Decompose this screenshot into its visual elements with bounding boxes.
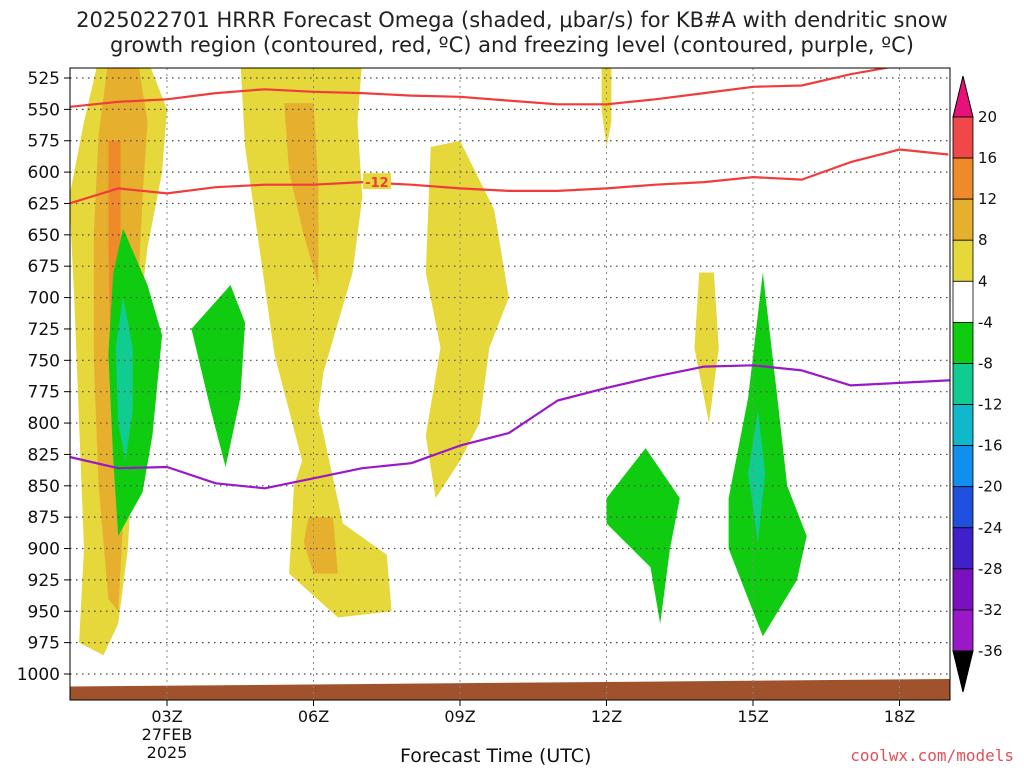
colorbar-segment	[952, 609, 974, 652]
credit-link[interactable]: coolwx.com/models	[850, 746, 1014, 765]
colorbar-segment	[952, 116, 974, 159]
colorbar-label: -24	[978, 519, 1003, 537]
x-tick-label-12Z: 12Z	[591, 707, 622, 726]
y-tick-label-575: 575	[28, 132, 60, 152]
y-tick-label-675: 675	[28, 257, 60, 277]
x-tick-sublabel: 27FEB	[142, 725, 193, 744]
y-tick-label-750: 750	[28, 351, 60, 371]
colorbar-bottom-arrow	[952, 650, 974, 693]
colorbar-label: 8	[978, 231, 988, 249]
colorbar-label: -32	[978, 601, 1003, 619]
colorbar-segment	[952, 321, 974, 364]
colorbar-label: -12	[978, 396, 1003, 414]
plot-frame	[69, 67, 951, 701]
colorbar-label: -8	[978, 354, 993, 372]
y-tick-label-650: 650	[28, 226, 60, 246]
colorbar: 20 16 12 8 4 -4 -8 -12 -16 -20 -24 -28 -32 -36	[952, 75, 1003, 693]
colorbar-segment	[952, 486, 974, 529]
omega-region--4	[728, 272, 807, 637]
omega-region--4	[108, 228, 163, 536]
y-tick-label-875: 875	[28, 508, 60, 528]
y-tick-label-600: 600	[28, 163, 60, 183]
colorbar-label: 20	[978, 108, 997, 126]
y-tick-label-975: 975	[28, 634, 60, 654]
y-tick-label-550: 550	[28, 100, 60, 120]
y-tick-label-700: 700	[28, 289, 60, 309]
dgz-contour-2	[70, 148, 949, 205]
y-tick-label-525: 525	[28, 69, 60, 89]
colorbar-label: -16	[978, 437, 1003, 455]
colorbar-top-arrow	[952, 75, 974, 118]
x-axis-label: Forecast Time (UTC)	[400, 745, 592, 767]
y-tick-label-925: 925	[28, 571, 60, 591]
dgz-contour-label: -12	[365, 176, 389, 191]
y-tick-label-825: 825	[28, 445, 60, 465]
y-tick-label-900: 900	[28, 540, 60, 560]
y-tick-label-800: 800	[28, 414, 60, 434]
y-tick-label-950: 950	[28, 602, 60, 622]
colorbar-label: -28	[978, 560, 1003, 578]
y-tick-label-625: 625	[28, 194, 60, 214]
colorbar-label: -36	[978, 642, 1003, 660]
omega-region--8	[115, 297, 133, 461]
omega-region-4	[601, 68, 612, 147]
colorbar-segment	[952, 198, 974, 241]
colorbar-segment	[952, 239, 974, 282]
y-tick-label-725: 725	[28, 320, 60, 340]
colorbar-label: 16	[978, 149, 997, 167]
x-tick-label-15Z: 15Z	[737, 707, 768, 726]
omega-region-8	[284, 103, 319, 285]
y-tick-label-850: 850	[28, 477, 60, 497]
colorbar-segment	[952, 527, 974, 570]
colorbar-segment	[952, 157, 974, 200]
dgz-label-bg	[362, 173, 391, 190]
omega-region-8	[303, 517, 338, 574]
x-tick-label-09Z: 09Z	[444, 707, 475, 726]
colorbar-segment	[952, 280, 974, 323]
x-tick-label-03Z: 03Z	[151, 707, 182, 726]
omega-shading	[70, 68, 807, 656]
title-line-2: growth region (contoured, red, ºC) and f…	[110, 33, 914, 57]
y-axis: 525 550 575 600 625 650 675 700 725 750 775 800 825 8…	[17, 69, 70, 685]
terrain-fill	[70, 679, 950, 700]
colorbar-label: 12	[978, 190, 997, 208]
y-tick-label-775: 775	[28, 383, 60, 403]
omega-region-4	[240, 68, 363, 486]
colorbar-label: -4	[978, 313, 993, 331]
grid-lines	[70, 68, 950, 700]
colorbar-label: 4	[978, 272, 988, 290]
terrain-surface	[70, 679, 950, 700]
colorbar-segment	[952, 404, 974, 447]
x-tick-label-06Z: 06Z	[298, 707, 329, 726]
omega-region-4	[694, 272, 719, 424]
freezing-level-line	[70, 364, 950, 490]
omega-region-4	[425, 140, 509, 499]
x-tick-sublabel: 2025	[147, 743, 188, 762]
x-tick-label-18Z: 18Z	[884, 707, 915, 726]
colorbar-segment	[952, 445, 974, 488]
contour-lines: -12	[70, 68, 950, 490]
title-line-1: 2025022701 HRRR Forecast Omega (shaded, …	[76, 8, 948, 32]
omega-region--4	[606, 448, 680, 624]
y-tick-label-1000: 1000	[17, 665, 60, 685]
omega-region--8	[748, 410, 766, 543]
dgz-contour-1	[70, 68, 892, 108]
plot-background	[70, 68, 950, 700]
colorbar-label: -20	[978, 478, 1003, 496]
colorbar-segment	[952, 568, 974, 611]
colorbar-segment	[952, 363, 974, 405]
chart-title: 2025022701 HRRR Forecast Omega (shaded, …	[0, 8, 1024, 58]
omega-region--4	[191, 285, 246, 467]
